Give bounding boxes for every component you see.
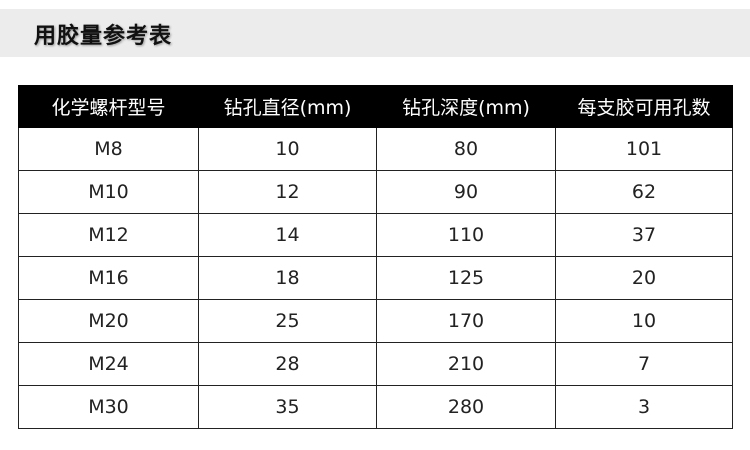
table-cell: M8 xyxy=(18,127,199,171)
table-row: M10 12 90 62 xyxy=(18,170,733,214)
table-cell: 110 xyxy=(376,213,556,257)
table-row: M8 10 80 101 xyxy=(18,127,733,171)
table-cell: 25 xyxy=(198,299,377,343)
table-cell: 80 xyxy=(376,127,556,171)
table-row: M30 35 280 3 xyxy=(18,385,733,429)
table-cell: M20 xyxy=(18,299,199,343)
table-cell: 28 xyxy=(198,342,377,386)
table-cell: 280 xyxy=(376,385,556,429)
table-row: M20 25 170 10 xyxy=(18,299,733,343)
page-title: 用胶量参考表 xyxy=(34,24,173,49)
glue-usage-table: 化学螺杆型号 钻孔直径(mm) 钻孔深度(mm) 每支胶可用孔数 M8 10 80 1… xyxy=(18,85,733,429)
table-cell: 7 xyxy=(555,342,733,386)
table-cell: M30 xyxy=(18,385,199,429)
table-cell: M16 xyxy=(18,256,199,300)
table-cell: 14 xyxy=(198,213,377,257)
table-cell: 125 xyxy=(376,256,556,300)
table-cell: M12 xyxy=(18,213,199,257)
table-cell: 210 xyxy=(376,342,556,386)
table-cell: 35 xyxy=(198,385,377,429)
table-row: M12 14 110 37 xyxy=(18,213,733,257)
table-cell: 101 xyxy=(555,127,733,171)
table-cell: M10 xyxy=(18,170,199,214)
table-cell: 12 xyxy=(198,170,377,214)
table-cell: 10 xyxy=(198,127,377,171)
table-cell: 37 xyxy=(555,213,733,257)
table-cell: 18 xyxy=(198,256,377,300)
table-row: M24 28 210 7 xyxy=(18,342,733,386)
column-header: 钻孔直径(mm) xyxy=(198,85,377,128)
table-cell: M24 xyxy=(18,342,199,386)
column-header: 化学螺杆型号 xyxy=(18,85,199,128)
title-bar: 用胶量参考表 xyxy=(0,9,750,57)
column-header: 每支胶可用孔数 xyxy=(555,85,733,128)
table-cell: 170 xyxy=(376,299,556,343)
table-cell: 10 xyxy=(555,299,733,343)
table-cell: 90 xyxy=(376,170,556,214)
table-cell: 3 xyxy=(555,385,733,429)
column-header: 钻孔深度(mm) xyxy=(376,85,556,128)
table-cell: 62 xyxy=(555,170,733,214)
table-row: M16 18 125 20 xyxy=(18,256,733,300)
table-cell: 20 xyxy=(555,256,733,300)
table-header-row: 化学螺杆型号 钻孔直径(mm) 钻孔深度(mm) 每支胶可用孔数 xyxy=(18,85,733,128)
